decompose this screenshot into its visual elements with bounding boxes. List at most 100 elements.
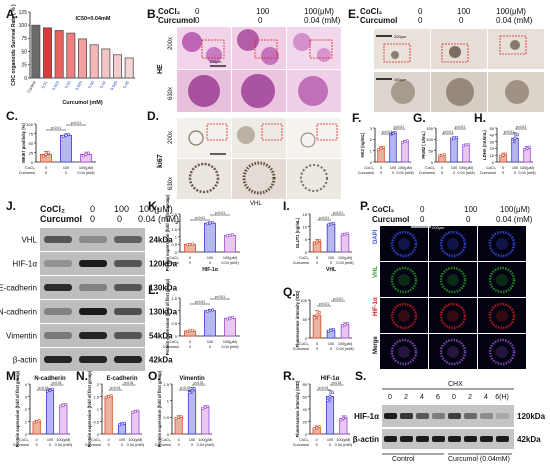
y-tick-label: 50: [490, 126, 495, 131]
data-point: [328, 394, 332, 398]
e-curc-val-2: 0: [459, 16, 464, 25]
data-point: [341, 416, 345, 420]
data-point: [312, 427, 316, 431]
panel-letter-e: E.: [348, 7, 359, 21]
if-cell-core: [398, 310, 410, 322]
x-curcumol-value: 0: [209, 345, 211, 349]
x-curcumol-value: 0.04 (mM): [221, 261, 239, 265]
p-cocl2-val-2: 100: [464, 205, 478, 214]
blot-kda-label: 24kDa: [149, 236, 173, 245]
y-tick-label: 0: [24, 76, 27, 82]
b-curc-val-2: 0: [258, 16, 263, 25]
data-point: [343, 232, 347, 236]
y-tick-label: 40: [303, 407, 308, 412]
x-curcumol-value: 0: [330, 347, 332, 351]
y-tick-label: 1.5: [93, 394, 99, 399]
x-cocl2-value: 100: [327, 438, 333, 442]
blot-kda-label: 130kDa: [149, 284, 178, 293]
data-point: [109, 394, 113, 398]
x-cocl2-value: 0: [316, 438, 318, 442]
data-point: [226, 234, 230, 238]
j-curc-val-2: 0: [117, 214, 122, 224]
time-label: 4: [484, 394, 488, 401]
p-merge-label: Merge: [373, 336, 379, 354]
sig-label: p<0.01: [333, 297, 343, 301]
x-curcumol-value: 0: [330, 261, 332, 265]
data-point: [50, 387, 54, 391]
x-cocl2-label: CoCl₂: [169, 340, 179, 344]
x-tick-label: 0.045: [109, 79, 119, 91]
sig-label: p<0.01: [180, 386, 190, 390]
chart-title: Vimentin: [179, 376, 205, 382]
data-point: [61, 134, 65, 138]
blot-band: [400, 436, 413, 442]
y-axis-label: Fluorescence intensity (IOD): [295, 290, 300, 347]
if-cell-ring: [390, 230, 418, 258]
blot-kda-label: 120kDa: [517, 412, 546, 421]
panel-letter-j: J.: [6, 199, 16, 213]
x-tick-label: 0.05: [122, 79, 131, 89]
y-axis-label: Protein expression (fold of first group): [165, 194, 170, 271]
if-image: [478, 334, 526, 369]
panel-letter-m: M.: [6, 369, 19, 383]
e-curc-val-1: 0: [418, 16, 423, 25]
y-tick-label: 50: [29, 141, 34, 146]
if-cell-ring: [390, 338, 418, 366]
y-tick-label: 0: [305, 432, 308, 437]
data-point: [136, 409, 140, 413]
data-point: [191, 328, 195, 332]
x-tick-label: 0.01: [40, 79, 49, 89]
x-cocl2-label: CoCl₂: [486, 166, 496, 170]
x-curcumol-value: 0.04 (mM): [518, 171, 536, 175]
x-cocl2-value: 0: [189, 256, 191, 260]
x-curcumol-value: 0: [392, 171, 394, 175]
data-point: [503, 152, 507, 156]
p-cocl2-label: CoCl₂: [372, 205, 395, 214]
data-point: [329, 328, 333, 332]
data-point: [84, 152, 88, 156]
sig-label: p<0.01: [38, 386, 48, 390]
bar: [113, 54, 122, 79]
y-tick-label: 2: [370, 137, 373, 142]
x-axis-label: HIF-1α: [202, 267, 219, 273]
y-axis-label: MKi67 positivity (%): [21, 123, 26, 163]
blot-band: [432, 413, 445, 419]
blot-band: [114, 260, 142, 267]
blot-band: [114, 236, 142, 243]
data-point: [522, 148, 526, 152]
data-point: [510, 139, 514, 143]
x-cocl2-value: 0: [316, 342, 318, 346]
bar: [340, 233, 350, 253]
data-point: [228, 233, 232, 237]
y-tick-label: 100: [426, 137, 433, 142]
data-point: [32, 420, 36, 424]
bar: [224, 234, 236, 253]
y-tick-label: 100: [19, 23, 28, 29]
data-point: [188, 242, 192, 246]
data-point: [123, 421, 127, 425]
data-point: [501, 153, 505, 157]
x-curcumol-value: 0: [441, 171, 443, 175]
x-curcumol-value: 0.04 (mM): [336, 261, 354, 265]
x-axis-label: VHL: [326, 267, 336, 273]
if-image: [380, 226, 428, 261]
sig-label: p<0.01: [332, 381, 342, 385]
x-tick-label: Control: [26, 80, 37, 94]
blot-protein-label: E-cadherin: [0, 284, 37, 293]
data-point: [449, 137, 453, 141]
e-cocl2-val-1: 0: [418, 7, 423, 16]
x-curcumol-value: 0.04 (mM): [127, 443, 145, 447]
x-cocl2-label: CoCl₂: [299, 438, 309, 442]
j-curc-val-1: 0: [90, 214, 95, 224]
sig-label: p<0.01: [333, 211, 343, 215]
blot-kda-label: 42kDa: [517, 435, 541, 444]
x-curcumol-value: 0: [178, 443, 180, 447]
data-point: [527, 145, 531, 149]
bar: [131, 411, 140, 435]
x-curcumol-value: 0.04 (mM): [335, 443, 353, 447]
data-point: [325, 398, 329, 402]
